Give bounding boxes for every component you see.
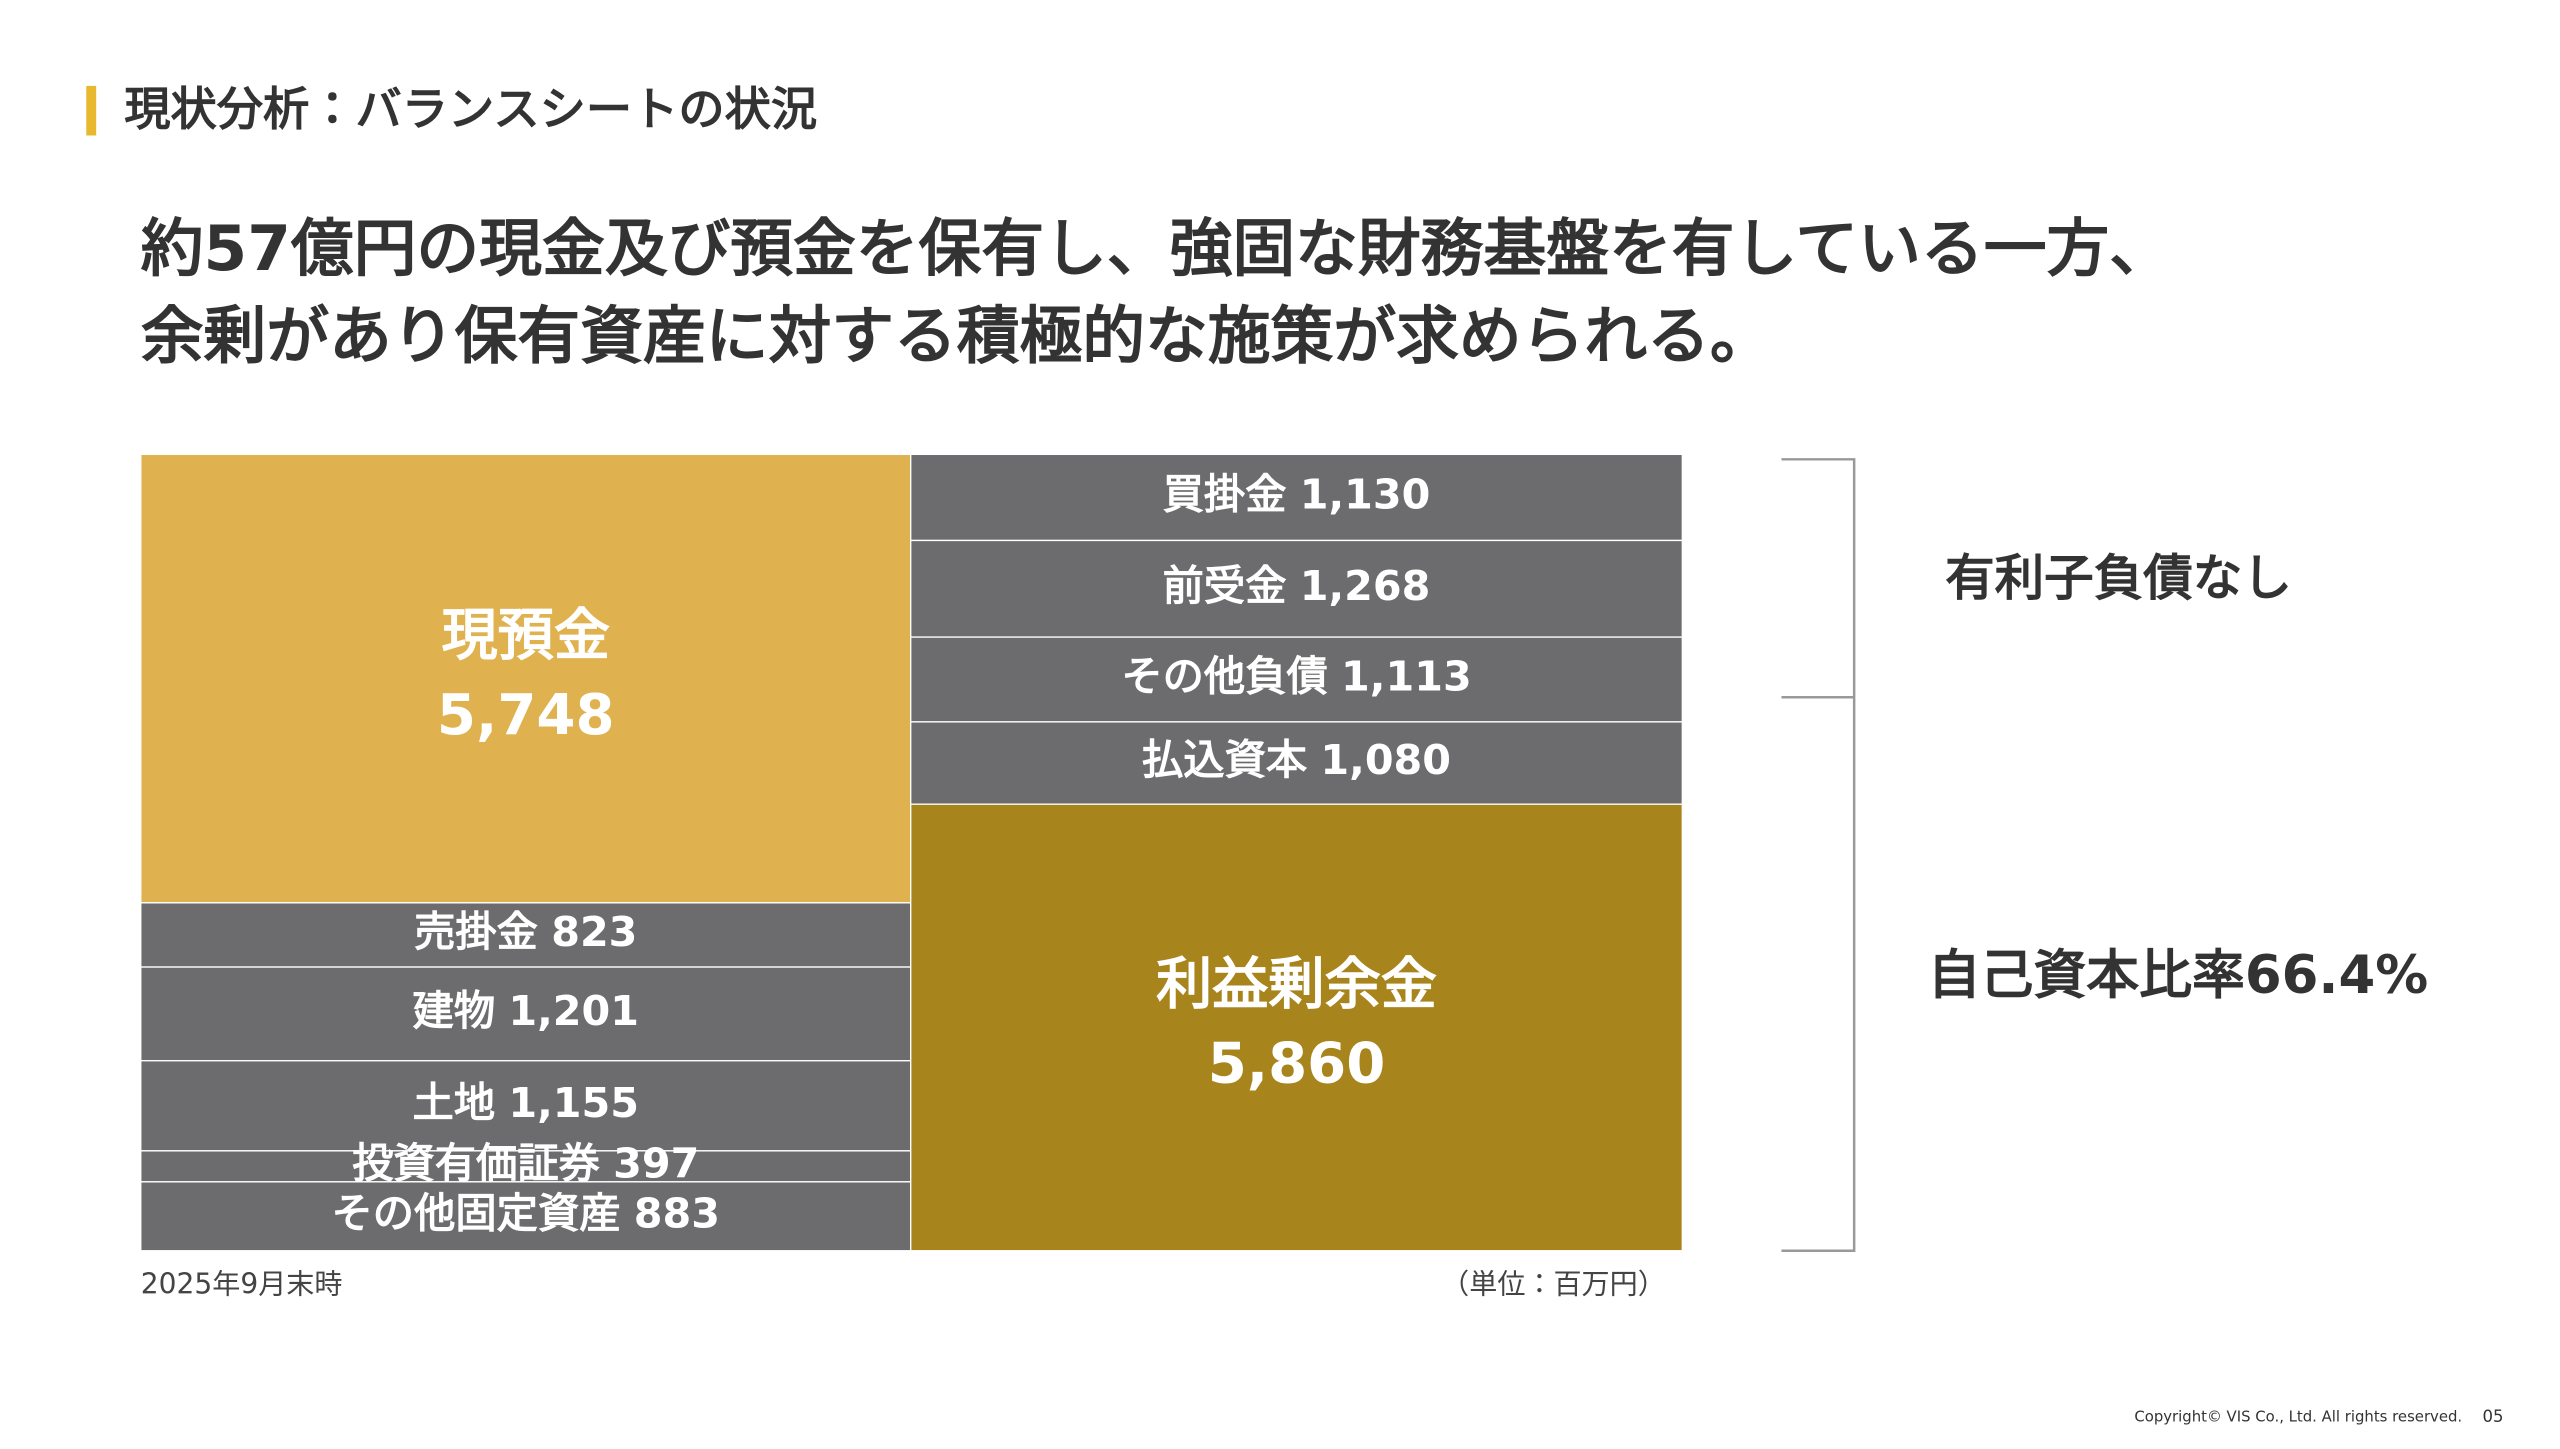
page-number: 05 — [2482, 1407, 2503, 1426]
segment-value: 1,201 — [508, 987, 639, 1035]
annotation: 自己資本比率66.4% — [1928, 945, 2429, 1006]
segment-value: 823 — [551, 908, 637, 956]
segment-value: 1,130 — [1300, 470, 1431, 518]
copyright: Copyright© VIS Co., Ltd. All rights rese… — [2134, 1408, 2462, 1426]
segment — [140, 902, 912, 968]
segment-name: 買掛金 — [1163, 470, 1288, 518]
segment-label: 売掛金 823 — [414, 908, 637, 956]
segment-name: 建物 — [413, 987, 496, 1035]
segment — [140, 1181, 912, 1252]
section-marker — [86, 85, 97, 136]
segment-value: 5,860 — [1208, 1032, 1386, 1097]
segment — [910, 803, 1683, 1252]
segment-name: 土地 — [413, 1079, 496, 1127]
segment-label: 買掛金 1,130 — [1163, 470, 1431, 518]
segment-value: 1,113 — [1341, 652, 1472, 700]
segment-name: 売掛金 — [414, 908, 539, 956]
section-title: 現状分析：バランスシートの状況 — [124, 82, 817, 136]
headline: 約57億円の現金及び預金を保有し、強固な財務基盤を有している一方、 — [141, 212, 2172, 285]
segment-name: 前受金 — [1163, 562, 1288, 610]
segment-label: その他固定資産 883 — [331, 1189, 720, 1237]
segment — [910, 539, 1683, 638]
segment-name: 利益剰余金 — [1156, 952, 1437, 1017]
segment-label: 土地 1,155 — [413, 1079, 639, 1127]
segment-label: その他負債 1,113 — [1121, 652, 1471, 700]
segment — [910, 721, 1683, 805]
segment-name: 現預金 — [442, 604, 610, 669]
segment — [140, 1060, 912, 1152]
segment-value: 1,080 — [1320, 736, 1451, 784]
date-note: 2025年9月末時 — [141, 1267, 343, 1300]
segment — [140, 966, 912, 1062]
segment — [140, 453, 912, 904]
segment-label: 投資有価証券 397 — [352, 1139, 699, 1187]
segment-value: 1,268 — [1300, 562, 1431, 610]
segment-label: 建物 1,201 — [413, 987, 639, 1035]
segment-name: その他負債 — [1121, 652, 1328, 700]
segment-value: 5,748 — [437, 683, 615, 748]
bracket — [1781, 458, 1856, 1252]
segment-label: 前受金 1,268 — [1163, 562, 1431, 610]
segment-value: 1,155 — [508, 1079, 639, 1127]
segment-value: 397 — [613, 1139, 699, 1187]
headline: 余剰があり保有資産に対する積極的な施策が求められる。 — [141, 299, 1773, 372]
segment-value: 883 — [634, 1189, 720, 1237]
segment-label: 払込資本 1,080 — [1142, 736, 1451, 784]
segment-name: その他固定資産 — [331, 1189, 620, 1237]
annotation: 有利子負債なし — [1945, 549, 2292, 607]
unit-note: （単位：百万円） — [1441, 1267, 1666, 1300]
segment — [910, 453, 1683, 542]
segment-name: 払込資本 — [1142, 736, 1308, 784]
segment-name: 投資有価証券 — [352, 1139, 600, 1187]
